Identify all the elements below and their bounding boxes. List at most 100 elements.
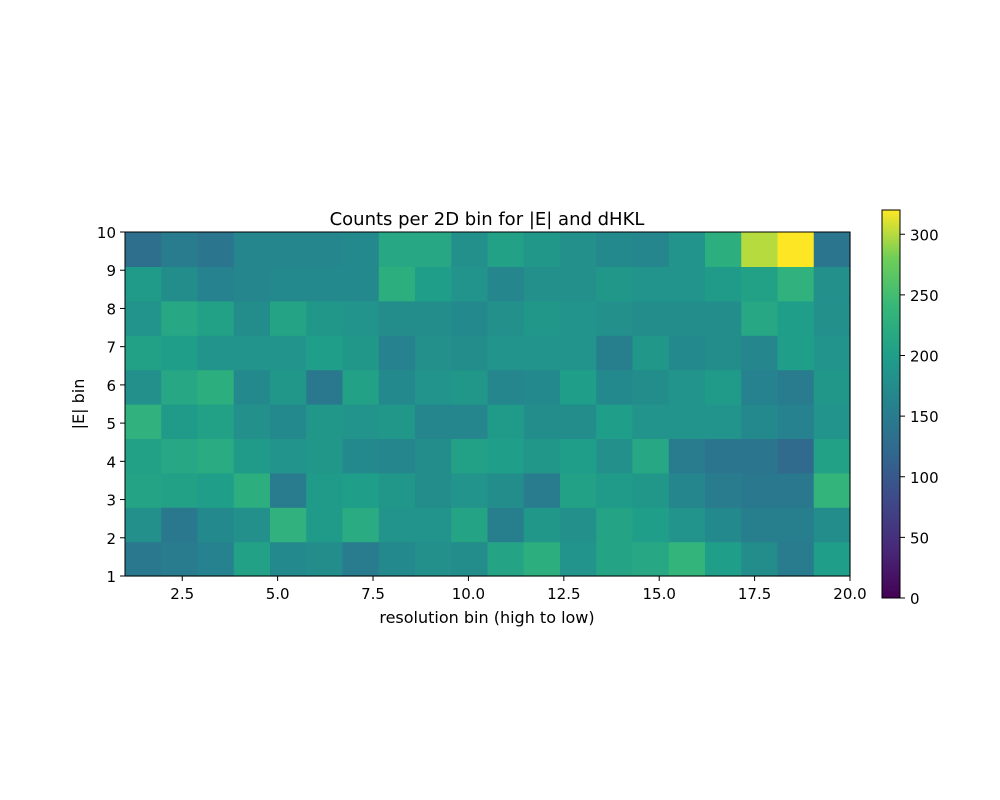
colorbar-tick-label: 50 [910, 529, 929, 547]
colorbar-tick-label: 100 [910, 469, 939, 487]
heatmap-cell [415, 369, 452, 405]
heatmap-cell [233, 541, 271, 577]
heatmap-cell [197, 472, 235, 508]
heatmap-cell [451, 472, 489, 508]
y-tick-label: 4 [106, 453, 116, 471]
heatmap-cell [596, 404, 634, 439]
heatmap-cell [197, 404, 235, 439]
heatmap-cell [668, 300, 706, 336]
heatmap-cell [668, 404, 706, 439]
heatmap-cell [523, 369, 561, 405]
heatmap-cell [378, 438, 416, 474]
y-tick-label: 2 [106, 530, 116, 548]
heatmap-cell [270, 507, 307, 543]
heatmap-cell [596, 335, 634, 371]
heatmap-cell [451, 335, 489, 371]
heatmap-cell [233, 266, 271, 302]
heatmap-cell [415, 472, 452, 508]
heatmap-cell [270, 335, 307, 371]
heatmap-cell [813, 472, 851, 508]
heatmap-cell [306, 266, 344, 302]
heatmap-cell [632, 438, 670, 474]
heatmap-cell [813, 369, 851, 405]
heatmap-cell [270, 300, 307, 336]
heatmap-cell [197, 369, 235, 405]
heatmap-cell [487, 438, 525, 474]
heatmap-cell [741, 404, 779, 439]
heatmap-cell [270, 404, 307, 439]
heatmap-cells [125, 232, 851, 577]
y-tick-label: 6 [106, 377, 116, 395]
heatmap-cell [125, 300, 162, 336]
heatmap-cell [560, 369, 597, 405]
heatmap-cell [632, 369, 670, 405]
heatmap-cell [560, 335, 597, 371]
heatmap-cell [741, 369, 779, 405]
heatmap-cell [233, 438, 271, 474]
heatmap-cell [270, 472, 307, 508]
heatmap-cell [777, 472, 815, 508]
heatmap-cell [306, 438, 344, 474]
heatmap-cell [632, 472, 670, 508]
heatmap-cell [523, 335, 561, 371]
heatmap-cell [705, 300, 742, 336]
heatmap-cell [741, 335, 779, 371]
heatmap-cell [596, 507, 634, 543]
heatmap-cell [668, 438, 706, 474]
heatmap-cell [161, 369, 199, 405]
heatmap-cell [415, 232, 452, 267]
heatmap-cell [378, 300, 416, 336]
heatmap-cell [451, 404, 489, 439]
heatmap-cell [342, 300, 380, 336]
heatmap-cell [125, 266, 162, 302]
x-tick-label: 17.5 [738, 585, 771, 603]
heatmap-cell [741, 472, 779, 508]
heatmap-cell [487, 472, 525, 508]
heatmap-cell [560, 300, 597, 336]
heatmap-cell [233, 369, 271, 405]
heatmap-cell [705, 335, 742, 371]
heatmap-cell [668, 472, 706, 508]
heatmap-cell [668, 232, 706, 267]
heatmap-cell [813, 541, 851, 577]
heatmap-cell [632, 335, 670, 371]
heatmap-cell [125, 335, 162, 371]
heatmap-cell [125, 404, 162, 439]
heatmap-cell [487, 369, 525, 405]
heatmap-cell [378, 541, 416, 577]
heatmap-cell [415, 266, 452, 302]
heatmap-cell [197, 438, 235, 474]
heatmap-cell [777, 232, 815, 267]
heatmap-cell [487, 232, 525, 267]
heatmap-cell [161, 541, 199, 577]
heatmap-cell [306, 472, 344, 508]
heatmap-cell [451, 541, 489, 577]
heatmap-cell [233, 404, 271, 439]
heatmap-cell [125, 541, 162, 577]
heatmap-cell [741, 541, 779, 577]
heatmap-cell [705, 266, 742, 302]
heatmap-cell [342, 369, 380, 405]
heatmap-cell [668, 266, 706, 302]
colorbar-ticks: 0 50 100 150 200 250 300 [900, 226, 939, 608]
x-tick-label: 12.5 [547, 585, 580, 603]
heatmap-cell [451, 369, 489, 405]
heatmap-cell [161, 507, 199, 543]
heatmap-cell [777, 541, 815, 577]
heatmap-cell [378, 232, 416, 267]
heatmap-cell [596, 300, 634, 336]
heatmap-cell [560, 541, 597, 577]
heatmap-cell [813, 438, 851, 474]
y-tick-label: 10 [97, 224, 116, 242]
y-tick-label: 3 [106, 492, 116, 510]
y-axis: 1 2 3 4 5 6 7 8 9 10 [97, 224, 125, 586]
y-tick-label: 9 [106, 262, 116, 280]
heatmap-cell [777, 369, 815, 405]
heatmap-cell [197, 300, 235, 336]
heatmap-cell [161, 300, 199, 336]
heatmap-cell [560, 438, 597, 474]
heatmap-cell [560, 266, 597, 302]
heatmap-cell [306, 507, 344, 543]
x-tick-label: 2.5 [170, 585, 194, 603]
heatmap-cell [342, 438, 380, 474]
